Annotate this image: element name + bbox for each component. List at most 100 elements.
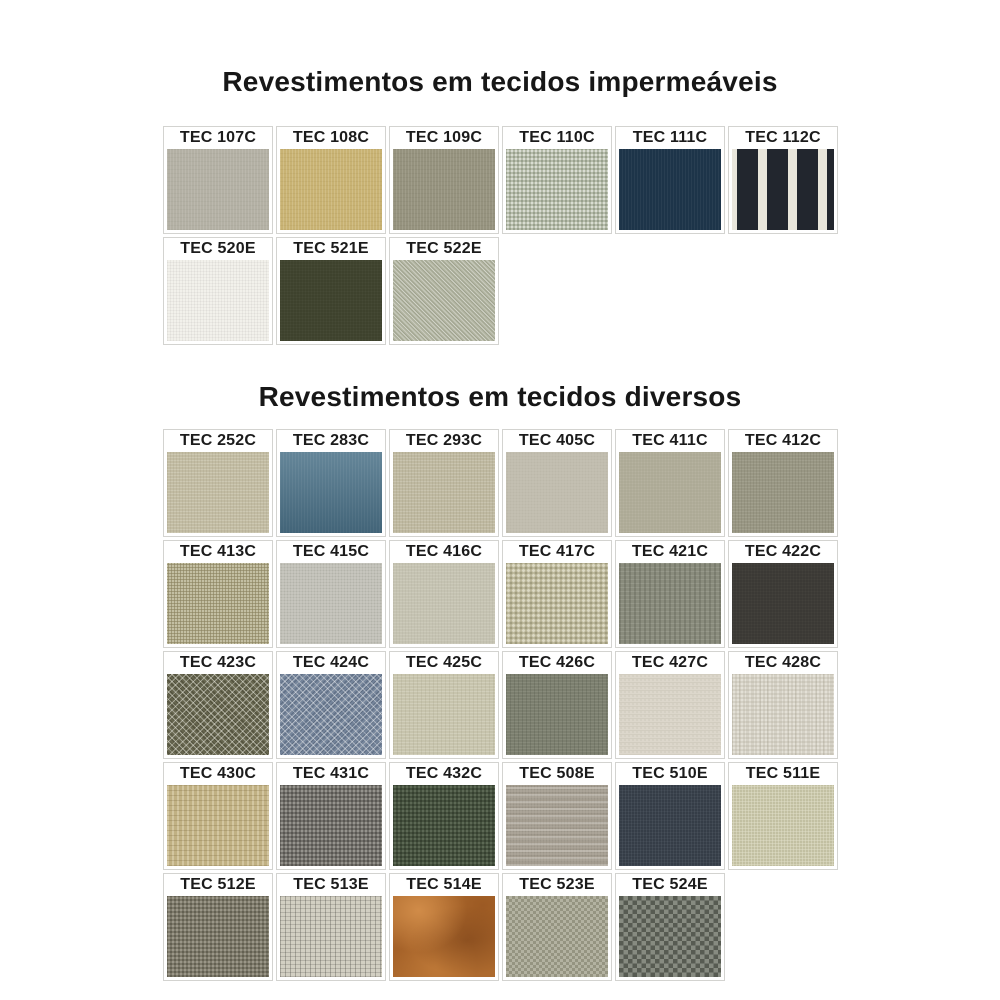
swatch-code-label: TEC 432C bbox=[405, 765, 483, 782]
swatch-code-label: TEC 110C bbox=[519, 129, 595, 146]
fabric-swatch-image bbox=[167, 896, 269, 977]
swatch-code-label: TEC 425C bbox=[405, 654, 483, 671]
swatch-cell-tec-425c[interactable]: TEC 425C bbox=[389, 651, 499, 759]
swatch-cell-tec-514e[interactable]: TEC 514E bbox=[389, 873, 499, 981]
swatch-cell-tec-109c[interactable]: TEC 109C bbox=[389, 126, 499, 234]
swatch-cell-tec-508e[interactable]: TEC 508E bbox=[502, 762, 612, 870]
fabric-swatch-image bbox=[280, 563, 382, 644]
fabric-swatch-image bbox=[393, 674, 495, 755]
fabric-swatch-image bbox=[506, 452, 608, 533]
fabric-swatch-image bbox=[506, 896, 608, 977]
swatch-cell-tec-513e[interactable]: TEC 513E bbox=[276, 873, 386, 981]
fabric-swatch-image bbox=[732, 674, 834, 755]
swatch-cell-tec-108c[interactable]: TEC 108C bbox=[276, 126, 386, 234]
fabric-swatch-image bbox=[280, 896, 382, 977]
swatch-cell-tec-510e[interactable]: TEC 510E bbox=[615, 762, 725, 870]
swatch-code-label: TEC 428C bbox=[744, 654, 822, 671]
fabric-swatch-image bbox=[619, 149, 721, 230]
swatch-cell-tec-431c[interactable]: TEC 431C bbox=[276, 762, 386, 870]
fabric-swatch-image bbox=[280, 452, 382, 533]
swatch-cell-tec-110c[interactable]: TEC 110C bbox=[502, 126, 612, 234]
section-title-impermeaveis: Revestimentos em tecidos impermeáveis bbox=[222, 66, 778, 97]
swatch-cell-tec-424c[interactable]: TEC 424C bbox=[276, 651, 386, 759]
fabric-swatch-image bbox=[506, 785, 608, 866]
swatch-cell-tec-511e[interactable]: TEC 511E bbox=[728, 762, 838, 870]
swatch-code-label: TEC 111C bbox=[632, 129, 708, 146]
swatch-code-label: TEC 524E bbox=[632, 876, 708, 893]
fabric-swatch-image bbox=[167, 452, 269, 533]
swatch-code-label: TEC 421C bbox=[631, 543, 709, 560]
swatch-cell-tec-416c[interactable]: TEC 416C bbox=[389, 540, 499, 648]
swatch-cell-tec-432c[interactable]: TEC 432C bbox=[389, 762, 499, 870]
swatch-code-label: TEC 108C bbox=[292, 129, 370, 146]
swatch-code-label: TEC 107C bbox=[179, 129, 257, 146]
swatch-code-label: TEC 413C bbox=[179, 543, 257, 560]
fabric-swatch-image bbox=[167, 563, 269, 644]
fabric-swatch-image bbox=[506, 149, 608, 230]
swatch-code-label: TEC 109C bbox=[405, 129, 483, 146]
swatch-code-label: TEC 112C bbox=[745, 129, 821, 146]
fabric-swatch-image bbox=[732, 452, 834, 533]
swatch-cell-tec-421c[interactable]: TEC 421C bbox=[615, 540, 725, 648]
fabric-swatch-image bbox=[167, 785, 269, 866]
swatch-code-label: TEC 513E bbox=[293, 876, 369, 893]
swatch-code-label: TEC 424C bbox=[292, 654, 370, 671]
swatch-cell-tec-430c[interactable]: TEC 430C bbox=[163, 762, 273, 870]
swatch-code-label: TEC 431C bbox=[292, 765, 370, 782]
swatch-code-label: TEC 512E bbox=[180, 876, 256, 893]
swatch-code-label: TEC 520E bbox=[180, 240, 256, 257]
swatch-code-label: TEC 426C bbox=[518, 654, 596, 671]
swatch-cell-tec-512e[interactable]: TEC 512E bbox=[163, 873, 273, 981]
swatch-cell-tec-293c[interactable]: TEC 293C bbox=[389, 429, 499, 537]
swatch-cell-tec-411c[interactable]: TEC 411C bbox=[615, 429, 725, 537]
swatch-cell-tec-107c[interactable]: TEC 107C bbox=[163, 126, 273, 234]
section-title-diversos: Revestimentos em tecidos diversos bbox=[258, 381, 742, 412]
swatch-cell-tec-111c[interactable]: TEC 111C bbox=[615, 126, 725, 234]
fabric-swatch-image bbox=[732, 563, 834, 644]
swatch-cell-tec-405c[interactable]: TEC 405C bbox=[502, 429, 612, 537]
swatch-code-label: TEC 422C bbox=[744, 543, 822, 560]
swatch-code-label: TEC 417C bbox=[518, 543, 596, 560]
swatch-code-label: TEC 511E bbox=[745, 765, 821, 782]
fabric-swatch-image bbox=[506, 563, 608, 644]
swatch-cell-tec-426c[interactable]: TEC 426C bbox=[502, 651, 612, 759]
swatch-cell-tec-423c[interactable]: TEC 423C bbox=[163, 651, 273, 759]
swatch-cell-tec-428c[interactable]: TEC 428C bbox=[728, 651, 838, 759]
swatch-grid-impermeaveis: TEC 107C TEC 108C TEC 109C TEC 110C TEC 111C… bbox=[163, 126, 838, 345]
fabric-swatch-image bbox=[619, 563, 721, 644]
swatch-code-label: TEC 522E bbox=[406, 240, 482, 257]
fabric-swatch-image bbox=[732, 149, 834, 230]
swatch-code-label: TEC 430C bbox=[179, 765, 257, 782]
swatch-cell-tec-112c[interactable]: TEC 112C bbox=[728, 126, 838, 234]
swatch-cell-tec-523e[interactable]: TEC 523E bbox=[502, 873, 612, 981]
swatch-cell-tec-524e[interactable]: TEC 524E bbox=[615, 873, 725, 981]
swatch-cell-tec-520e[interactable]: TEC 520E bbox=[163, 237, 273, 345]
swatch-code-label: TEC 412C bbox=[744, 432, 822, 449]
swatch-cell-tec-283c[interactable]: TEC 283C bbox=[276, 429, 386, 537]
swatch-code-label: TEC 523E bbox=[519, 876, 595, 893]
swatch-cell-tec-427c[interactable]: TEC 427C bbox=[615, 651, 725, 759]
fabric-swatch-image bbox=[167, 260, 269, 341]
fabric-swatch-image bbox=[280, 149, 382, 230]
swatch-cell-tec-415c[interactable]: TEC 415C bbox=[276, 540, 386, 648]
fabric-swatch-image bbox=[167, 674, 269, 755]
swatch-cell-tec-522e[interactable]: TEC 522E bbox=[389, 237, 499, 345]
swatch-cell-tec-252c[interactable]: TEC 252C bbox=[163, 429, 273, 537]
swatch-cell-tec-412c[interactable]: TEC 412C bbox=[728, 429, 838, 537]
fabric-swatch-image bbox=[619, 674, 721, 755]
fabric-swatch-image bbox=[167, 149, 269, 230]
fabric-swatch-image bbox=[619, 785, 721, 866]
swatch-cell-tec-521e[interactable]: TEC 521E bbox=[276, 237, 386, 345]
swatch-code-label: TEC 510E bbox=[632, 765, 708, 782]
fabric-swatch-image bbox=[393, 563, 495, 644]
swatch-code-label: TEC 423C bbox=[179, 654, 257, 671]
fabric-swatch-image bbox=[393, 452, 495, 533]
swatch-cell-tec-417c[interactable]: TEC 417C bbox=[502, 540, 612, 648]
fabric-swatch-image bbox=[506, 674, 608, 755]
fabric-swatch-image bbox=[280, 260, 382, 341]
swatch-code-label: TEC 293C bbox=[405, 432, 483, 449]
swatch-cell-tec-422c[interactable]: TEC 422C bbox=[728, 540, 838, 648]
swatch-cell-tec-413c[interactable]: TEC 413C bbox=[163, 540, 273, 648]
fabric-swatch-image bbox=[280, 785, 382, 866]
